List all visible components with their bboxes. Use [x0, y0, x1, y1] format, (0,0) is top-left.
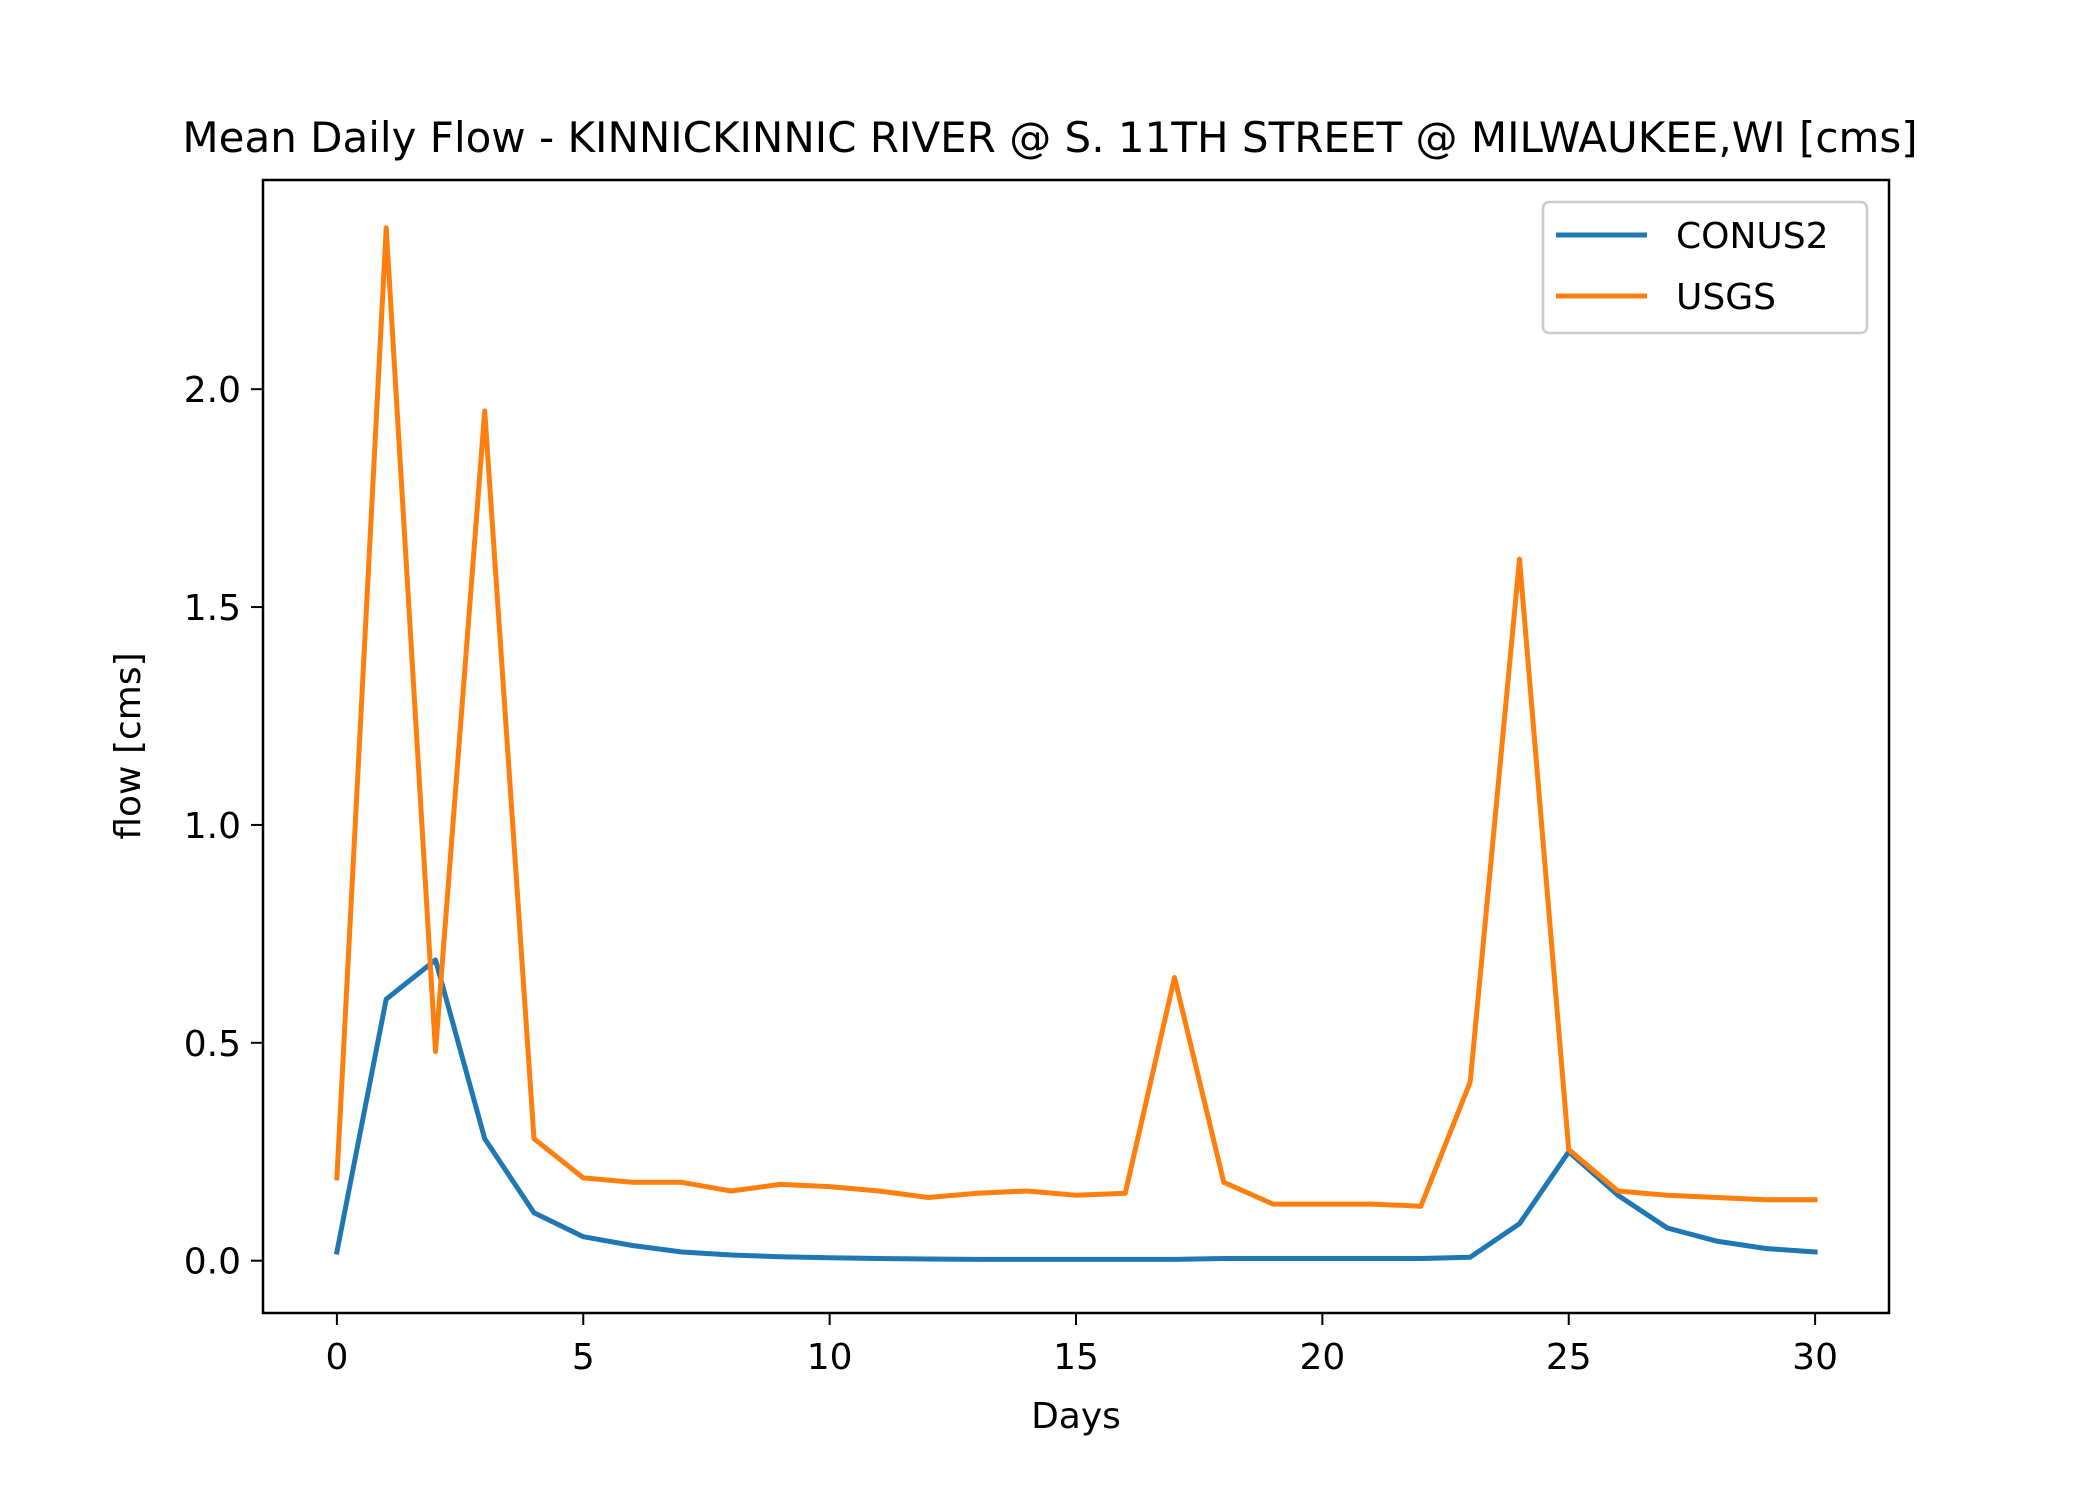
x-axis: 0 5 10 15 20 25 30 [325, 1313, 1838, 1378]
x-tick-label: 5 [572, 1337, 595, 1378]
y-axis: 0.0 0.5 1.0 1.5 2.0 [184, 370, 263, 1283]
y-axis-label: flow [cms] [108, 652, 149, 839]
x-tick-label: 0 [325, 1337, 348, 1378]
legend-label-conus2: CONUS2 [1676, 216, 1829, 257]
legend-label-usgs: USGS [1676, 277, 1776, 318]
y-tick-label: 2.0 [184, 370, 241, 411]
y-tick-label: 1.0 [184, 806, 241, 847]
x-tick-label: 25 [1546, 1337, 1592, 1378]
series-line-conus2 [333, 957, 1818, 1262]
x-tick-label: 10 [807, 1337, 853, 1378]
y-tick-label: 0.0 [184, 1242, 241, 1283]
plot-area [333, 225, 1818, 1262]
x-tick-label: 20 [1299, 1337, 1345, 1378]
x-tick-label: 15 [1053, 1337, 1099, 1378]
chart-title: Mean Daily Flow - KINNICKINNIC RIVER @ S… [182, 113, 1917, 162]
y-tick-label: 0.5 [184, 1024, 241, 1065]
x-axis-label: Days [1031, 1396, 1121, 1437]
series-line-usgs [334, 225, 1818, 1209]
y-tick-label: 1.5 [184, 588, 241, 629]
x-tick-label: 30 [1792, 1337, 1838, 1378]
legend: CONUS2 USGS [1541, 200, 1869, 335]
